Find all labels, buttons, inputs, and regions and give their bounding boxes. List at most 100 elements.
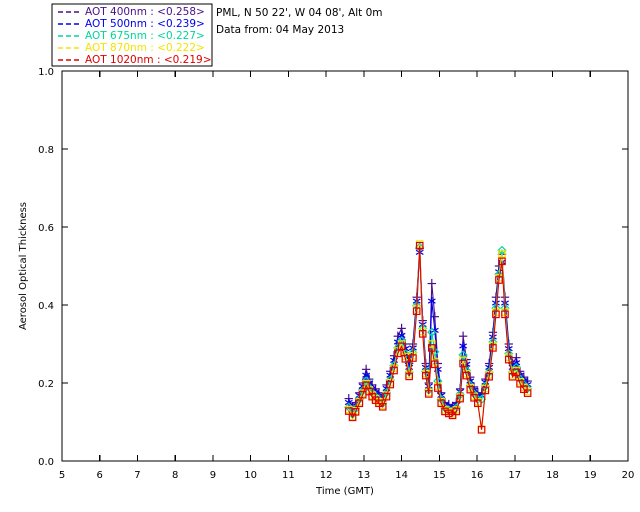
square-marker (378, 402, 387, 411)
marker-square (405, 372, 413, 381)
x-tick-label-13: 13 (357, 470, 370, 481)
legend-box (51, 3, 213, 67)
square-marker (409, 354, 417, 362)
marker-square (466, 385, 475, 394)
square-marker (498, 250, 506, 258)
x-tick-label-19: 19 (584, 470, 597, 481)
x-tick-label-17: 17 (508, 470, 521, 481)
legend: AOT 400nm : <0.258>AOT 500nm : <0.239>AO… (51, 3, 213, 67)
y-tick-label-1.0: 1.0 (38, 67, 54, 78)
marker-asterisk (459, 341, 468, 351)
square-marker (474, 399, 482, 408)
diamond-marker (427, 327, 437, 337)
marker-square (456, 394, 464, 403)
square-marker (401, 355, 410, 363)
legend-label-1020nm: AOT 1020nm : <0.219> (85, 54, 212, 66)
square-marker (355, 399, 364, 408)
marker-square (434, 384, 442, 392)
marker-square (498, 250, 506, 258)
asterisk-3 (512, 360, 521, 366)
marker-square (378, 402, 387, 411)
y-tick-label-0.2: 0.2 (38, 379, 54, 390)
marker-square (462, 371, 471, 380)
square-marker (512, 368, 521, 377)
marker-square (512, 368, 521, 377)
square-marker (394, 349, 402, 358)
x-tick-label-11: 11 (282, 470, 295, 481)
x-tick-label-9: 9 (210, 470, 216, 481)
marker-square (474, 399, 482, 408)
marker-square (481, 386, 490, 395)
marker-square (501, 310, 509, 319)
square-marker (415, 241, 424, 250)
series-aot-1020nm (344, 241, 532, 434)
x-tick-label-6: 6 (97, 470, 103, 481)
marker-asterisk (397, 331, 406, 340)
x-tick-label-12: 12 (320, 470, 333, 481)
square-marker (495, 276, 503, 284)
marker-square (409, 354, 417, 362)
square-marker (481, 386, 490, 395)
marker-square (485, 372, 493, 381)
marker-square (427, 344, 436, 352)
square-marker (504, 355, 513, 364)
square-marker (462, 371, 471, 380)
square-marker (452, 407, 461, 416)
marker-plus (427, 278, 436, 289)
square-marker (485, 372, 493, 381)
square-marker (489, 344, 497, 352)
square-marker (498, 257, 506, 266)
square-marker (456, 394, 464, 403)
x-tick-label-8: 8 (172, 470, 178, 481)
square-marker (405, 372, 413, 381)
asterisk-3 (459, 343, 468, 349)
diamond-marker (458, 350, 468, 360)
x-tick-label-10: 10 (244, 470, 257, 481)
y-tick-label-0.0: 0.0 (38, 457, 54, 468)
y-tick-label-0.4: 0.4 (38, 301, 54, 312)
square-marker (431, 360, 439, 369)
x-tick-label-20: 20 (622, 470, 635, 481)
square-marker (477, 426, 486, 434)
marker-asterisk (512, 358, 521, 367)
square-marker (466, 385, 475, 394)
marker-square (489, 344, 497, 352)
asterisk-3 (344, 399, 353, 406)
marker-plus (430, 312, 440, 322)
marker-square (452, 407, 461, 416)
square-marker (434, 384, 442, 392)
square-marker (501, 310, 509, 319)
marker-square (418, 330, 427, 338)
marker-square (397, 342, 406, 351)
marker-square (459, 359, 467, 368)
marker-square (421, 371, 430, 380)
marker-square (412, 307, 421, 316)
series-line-4 (348, 245, 529, 430)
x-tick-label-18: 18 (546, 470, 559, 481)
x-tick-label-16: 16 (471, 470, 484, 481)
square-marker (424, 390, 433, 398)
marker-plus (458, 331, 468, 341)
legend-label-870nm: AOT 870nm : <0.222> (85, 42, 205, 54)
marker-square (415, 241, 424, 250)
marker-square (386, 380, 395, 389)
square-marker (390, 366, 398, 375)
asterisk-3 (397, 332, 406, 339)
marker-asterisk (344, 398, 353, 407)
square-marker (412, 307, 421, 316)
square-marker (421, 371, 430, 380)
square-marker (427, 340, 436, 348)
square-marker (382, 392, 391, 401)
marker-square (427, 340, 436, 348)
asterisk-3 (362, 372, 371, 378)
square-marker (459, 359, 467, 368)
x-tick-label-15: 15 (433, 470, 446, 481)
marker-asterisk (427, 296, 436, 306)
square-marker (418, 330, 427, 338)
marker-diamond (427, 327, 437, 337)
x-tick-label-7: 7 (134, 470, 140, 481)
marker-diamond (458, 350, 468, 360)
x-tick-label-14: 14 (395, 470, 408, 481)
